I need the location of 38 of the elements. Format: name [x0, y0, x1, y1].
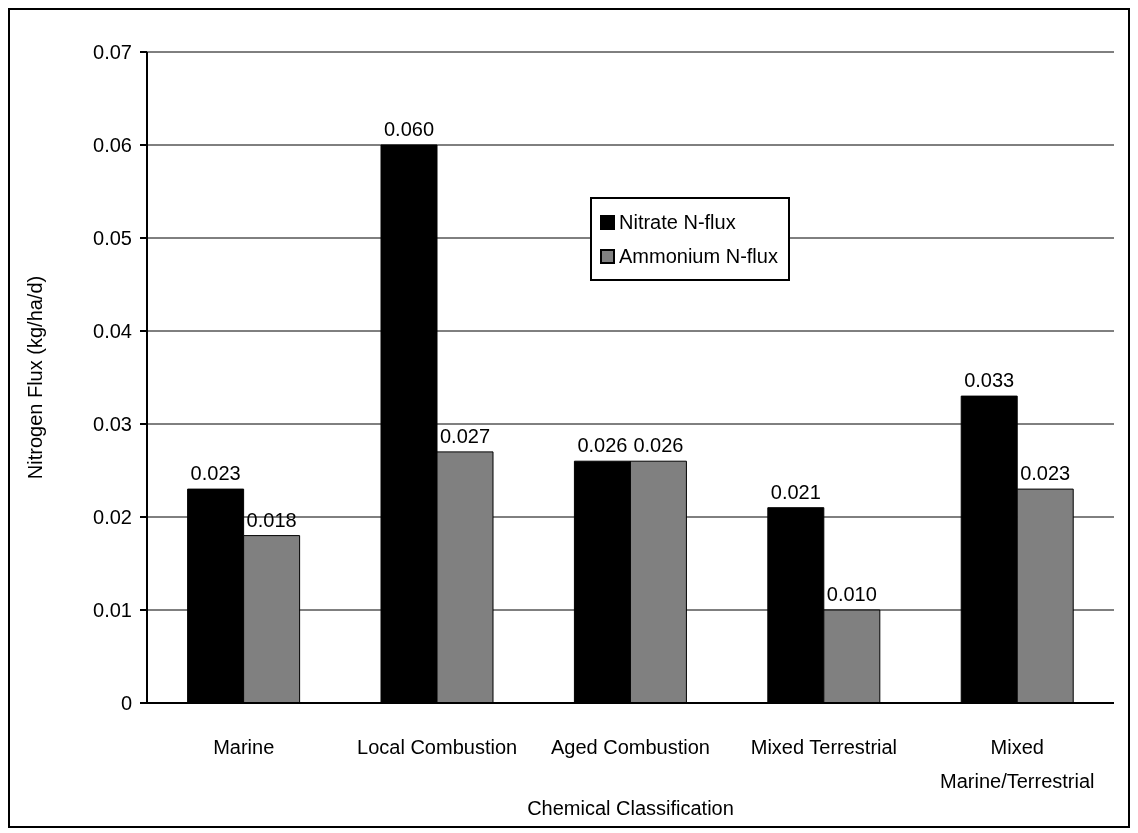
data-label: 0.023 [190, 462, 241, 485]
data-label: 0.018 [246, 508, 297, 531]
x-tick-label: Marine [213, 736, 275, 758]
bar [629, 460, 687, 703]
legend-label: Nitrate N-flux [619, 210, 736, 234]
bar [573, 460, 631, 703]
y-tick-label: 0.04 [93, 320, 132, 343]
y-tick-label: 0.01 [93, 599, 132, 622]
y-tick-label: 0.07 [93, 41, 132, 64]
bar [1016, 488, 1074, 703]
bar [187, 488, 245, 703]
x-tick-label: Aged Combustion [551, 736, 710, 758]
y-tick-label: 0.03 [93, 413, 132, 436]
x-tick-label: Local Combustion [357, 736, 518, 758]
bar [767, 507, 825, 703]
y-tick-label: 0.05 [93, 227, 132, 250]
data-label: 0.060 [383, 118, 435, 140]
x-tick-label: Mixed Terrestrial [750, 736, 898, 758]
data-label: 0.026 [577, 434, 628, 457]
bar [960, 395, 1018, 703]
y-tick-label: 0 [120, 692, 132, 715]
data-label: 0.027 [439, 424, 491, 447]
bar [436, 451, 494, 703]
bar [380, 144, 438, 703]
x-axis-title: Chemical Classification [527, 797, 734, 819]
y-axis-title: Nitrogen Flux (kg/ha/d) [24, 275, 46, 480]
data-label: 0.021 [770, 480, 821, 503]
y-tick-label: 0.02 [93, 506, 132, 529]
data-label: 0.026 [633, 434, 684, 457]
chart-frame: Nitrate N-flux Ammonium N-flux Chemical Classification Nitrogen Flux (kg/ha/d) Marine Local Combustion Aged Combustion Mixed Terrestrial Mixed Marine/Terrestrial 0 0.01 0.02 0.03 0.04 0.05 0.06 0.07 0.023 0.060 0.026 0.021 0.033 0.018 0.027 0.026 0.010 0.023 [8, 8, 1130, 828]
data-label: 0.010 [826, 583, 877, 605]
bar [243, 535, 301, 703]
data-label: 0.023 [1020, 462, 1071, 485]
bar [823, 609, 881, 703]
legend-label: Ammonium N-flux [619, 244, 778, 268]
x-tick-label: Mixed Marine/Terrestrial [940, 736, 1095, 792]
y-tick-label: 0.06 [93, 134, 132, 157]
data-label: 0.033 [964, 369, 1015, 392]
